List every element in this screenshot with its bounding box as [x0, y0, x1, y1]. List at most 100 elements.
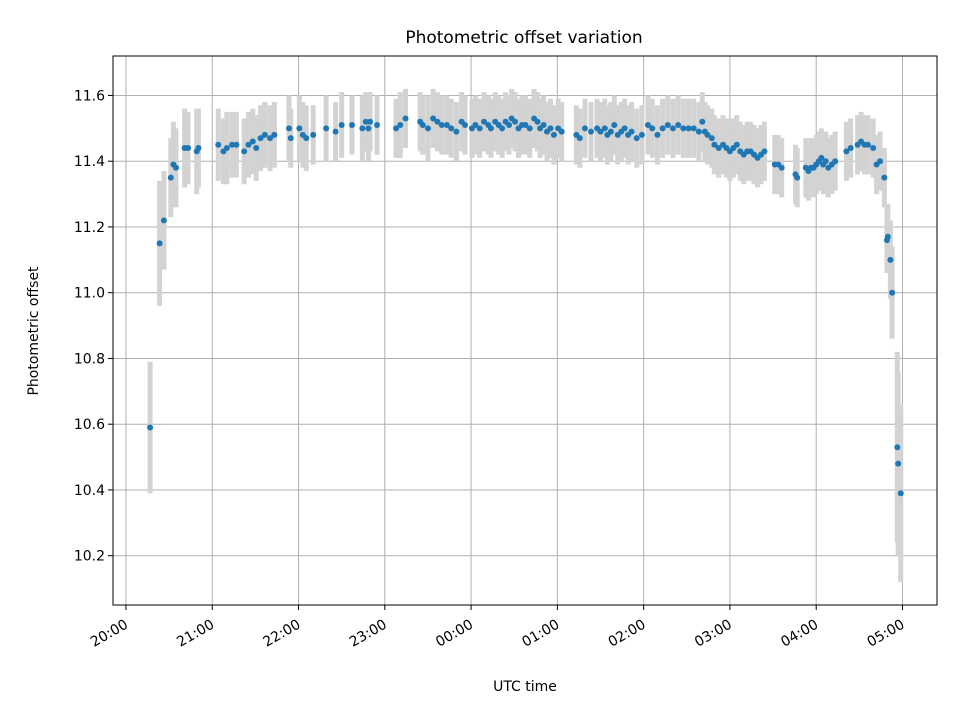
data-point: [887, 256, 894, 263]
data-point: [506, 122, 513, 129]
data-point: [402, 115, 409, 122]
data-point: [472, 122, 479, 129]
data-point: [877, 158, 884, 165]
data-point: [296, 125, 303, 132]
data-point: [323, 125, 330, 132]
x-tick-label: 20:00: [88, 617, 131, 651]
data-point: [453, 128, 460, 135]
data-point: [419, 122, 426, 129]
data-point: [267, 135, 274, 142]
data-point: [699, 118, 706, 125]
data-point: [715, 145, 722, 152]
x-tick-label: 01:00: [519, 617, 562, 651]
data-point: [669, 125, 676, 132]
data-point: [895, 460, 902, 467]
data-point: [481, 118, 488, 125]
data-point: [761, 148, 768, 155]
data-point: [894, 444, 901, 451]
x-tick-label: 21:00: [174, 617, 217, 651]
data-point: [172, 164, 179, 171]
data-point: [607, 128, 614, 135]
data-point: [522, 122, 529, 129]
data-point: [690, 125, 697, 132]
data-point: [499, 125, 506, 132]
data-point: [374, 122, 381, 129]
data-point: [310, 131, 317, 138]
data-point: [581, 125, 588, 132]
data-point: [160, 217, 167, 224]
data-point: [884, 233, 891, 240]
x-tick-label: 23:00: [347, 617, 390, 651]
data-point: [185, 145, 192, 152]
data-point: [889, 289, 896, 296]
data-point: [253, 145, 260, 152]
data-point: [233, 141, 240, 148]
plot-frame: [112, 55, 938, 606]
x-tick-label: 00:00: [433, 617, 476, 651]
x-tick-label: 02:00: [606, 617, 649, 651]
x-tick-label: 04:00: [778, 617, 821, 651]
data-point: [601, 125, 608, 132]
data-point: [611, 122, 618, 129]
data-point: [438, 122, 445, 129]
data-point: [649, 125, 656, 132]
data-point: [638, 131, 645, 138]
x-tick-label: 03:00: [692, 617, 735, 651]
data-point: [576, 135, 583, 142]
data-point: [303, 135, 310, 142]
data-points: [147, 115, 904, 497]
data-point: [547, 125, 554, 132]
data-point: [362, 118, 369, 125]
y-tick-label: 10.6: [74, 417, 105, 433]
data-point: [704, 131, 711, 138]
data-point: [229, 141, 236, 148]
data-point: [367, 118, 374, 125]
data-point: [526, 125, 533, 132]
x-tick-label: 22:00: [261, 617, 304, 651]
data-point: [644, 122, 651, 129]
data-point: [443, 122, 450, 129]
data-point: [448, 125, 455, 132]
data-point: [864, 141, 871, 148]
data-point: [424, 125, 431, 132]
data-point: [249, 138, 256, 145]
data-point: [462, 122, 469, 129]
data-point: [733, 141, 740, 148]
data-point: [338, 122, 345, 129]
data-point: [359, 125, 366, 132]
data-point: [654, 131, 661, 138]
data-point: [393, 125, 400, 132]
x-tick-label: 05:00: [865, 617, 908, 651]
data-point: [664, 122, 671, 129]
data-point: [156, 240, 163, 247]
data-point: [349, 122, 356, 129]
data-point: [628, 128, 635, 135]
data-point: [512, 118, 519, 125]
y-tick-label: 11.6: [74, 88, 105, 104]
data-point: [430, 115, 437, 122]
data-point: [261, 131, 268, 138]
data-point: [271, 131, 278, 138]
y-tick-label: 10.4: [74, 483, 105, 499]
data-point: [147, 424, 154, 431]
y-tick-label: 10.2: [74, 549, 105, 565]
data-point: [215, 141, 222, 148]
data-point: [257, 135, 264, 142]
data-point: [167, 174, 174, 181]
data-point: [558, 128, 565, 135]
data-point: [843, 148, 850, 155]
data-point: [633, 135, 640, 142]
data-point: [245, 141, 252, 148]
data-point: [476, 125, 483, 132]
x-axis-ticks: 20:00 21:00 22:00 23:00 00:00 01:00 02:00 03:00…: [88, 605, 907, 651]
data-point: [685, 125, 692, 132]
data-point: [708, 135, 715, 142]
error-bars: [147, 88, 904, 582]
data-point: [711, 141, 718, 148]
data-point: [881, 174, 888, 181]
data-point: [847, 145, 854, 152]
data-point: [332, 128, 339, 135]
data-point: [621, 125, 628, 132]
data-point: [195, 145, 202, 152]
